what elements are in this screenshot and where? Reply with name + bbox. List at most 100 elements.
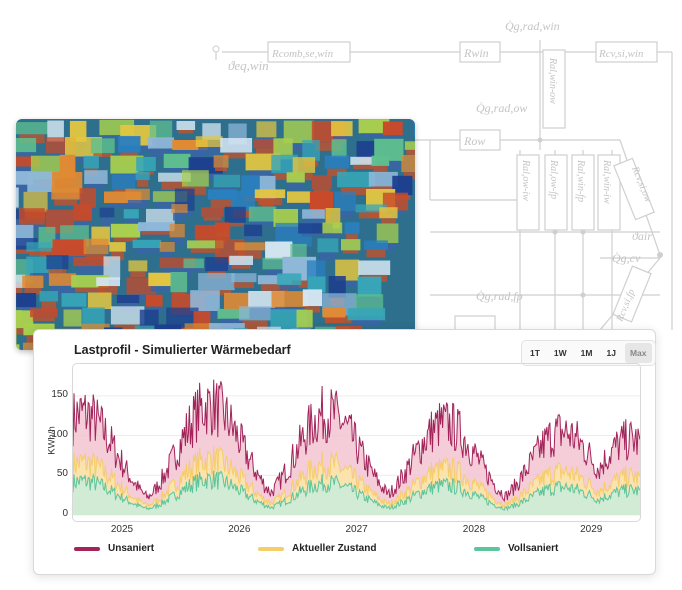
building-block-130 [23,191,48,212]
building-facade-203 [113,237,138,242]
building-block-118 [286,172,305,183]
building-block-358 [30,308,58,318]
building-facade-107 [136,180,149,187]
plot-area[interactable] [72,363,641,522]
building-block-158 [382,192,409,211]
range-button-1m[interactable]: 1M [580,348,593,358]
building-facade-263 [48,269,67,275]
building-facade-261 [29,273,59,281]
building-block-246 [265,241,293,260]
building-facade-169 [101,217,113,227]
building-block-232 [83,238,109,255]
range-button-1j[interactable]: 1J [606,348,616,358]
building-block-136 [104,191,142,204]
building-facade-155 [336,211,354,219]
building-facade-217 [301,233,329,237]
building-block-24 [331,121,353,137]
building-facade-47 [198,147,220,155]
series-line-1 [73,446,640,509]
building-facade-177 [203,216,222,221]
building-facade-265 [76,266,106,274]
building-block-56 [331,139,347,158]
building-block-106 [135,171,150,181]
building-facade-273 [185,268,202,272]
building-block-174 [171,204,188,213]
building-block-134 [79,188,96,208]
building-facade-13 [178,130,194,134]
building-block-138 [125,188,150,200]
legend-label: Vollsaniert [508,543,559,554]
building-facade-245 [237,250,262,259]
series-line-0 [73,379,640,503]
building-block-230 [52,239,87,257]
building-block-244 [234,242,265,251]
building-facade-227 [16,249,35,254]
building-block-2 [47,120,64,142]
schematic-label: Row [463,134,485,148]
building-facade-309 [233,282,254,288]
building-block-0 [16,122,48,135]
building-block-190 [379,207,398,219]
x-tick-label-3: 2028 [462,524,486,535]
legend-item-vollsaniert[interactable]: Vollsaniert [474,543,558,554]
building-block-112 [213,174,241,188]
building-block-40 [118,136,141,153]
building-block-330 [87,292,112,310]
building-block-14 [202,123,221,140]
building-block-44 [172,140,208,150]
building-facade-359 [32,317,55,322]
building-block-276 [229,255,253,265]
schematic-label: Ral,win-iw [601,159,612,204]
schematic-label: Rcomb,se,win [271,48,334,60]
legend-item-aktueller-zustand[interactable]: Aktueller Zustand [258,543,376,554]
building-block-278 [262,257,300,270]
building-block-220 [344,222,360,235]
building-block-306 [198,273,235,291]
building-block-284 [335,259,360,281]
building-facade-27 [361,133,387,138]
building-facade-33 [18,152,35,157]
building-block-326 [39,291,58,302]
building-block-328 [61,293,87,307]
range-button-1w[interactable]: 1W [553,348,567,358]
series-line-2 [73,470,640,512]
building-facade-49 [223,152,249,159]
legend-item-unsaniert[interactable]: Unsaniert [74,543,154,554]
building-facade-299 [98,286,118,295]
building-block-74 [136,156,156,171]
x-tick-label-1: 2026 [228,524,251,535]
range-button-1t[interactable]: 1T [530,348,540,358]
building-facade-213 [245,236,261,240]
building-block-286 [358,260,391,275]
building-facade-383 [351,320,382,326]
building-facade-303 [150,286,169,292]
building-block-12 [176,121,196,130]
building-block-240 [187,240,224,249]
building-facade-175 [173,212,186,221]
range-button-max[interactable]: Max [624,343,652,363]
legend-label: Unsaniert [108,543,155,554]
building-block-94 [401,155,415,173]
building-facade-239 [161,251,174,258]
building-block-332 [116,295,140,304]
legend-swatch [258,546,284,551]
building-block-204 [138,222,175,232]
building-block-250 [317,238,339,253]
building-facade-253 [342,250,359,254]
y-tick-label-2: 100 [51,428,68,440]
building-block-272 [183,258,204,269]
building-block-202 [110,223,141,238]
building-facade-77 [166,168,188,172]
building-facade-85 [274,173,296,180]
building-block-42 [147,137,175,149]
building-block-388 [16,324,17,348]
building-block-184 [302,209,325,219]
building-block-76 [163,153,191,168]
x-tick-label-0: 2025 [110,524,134,535]
building-facade-81 [215,167,227,171]
building-block-316 [328,276,346,298]
building-facade-145 [210,199,235,208]
building-facade-185 [304,218,323,226]
building-block-168 [99,207,115,218]
building-block-104 [111,174,136,190]
